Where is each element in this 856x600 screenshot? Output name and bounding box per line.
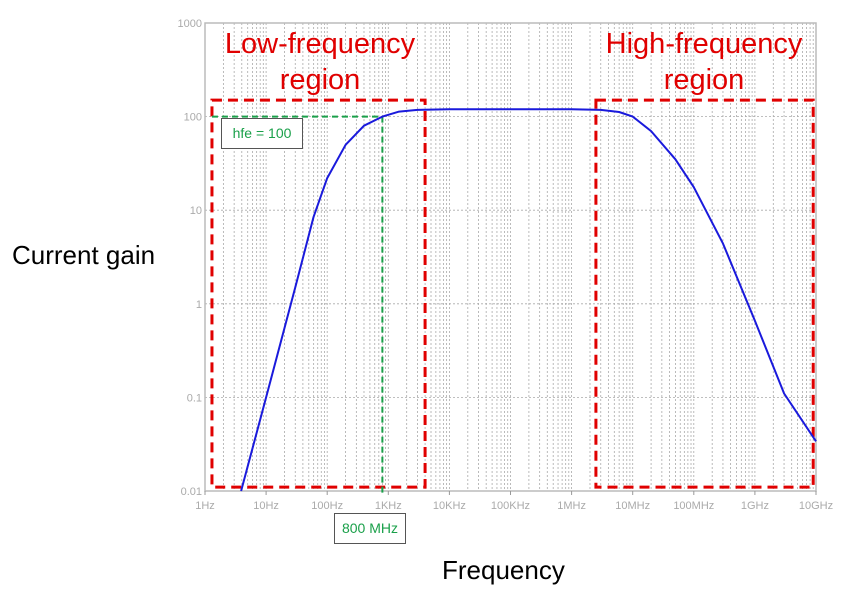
high-label-line1: High-frequency — [605, 28, 803, 60]
frequency-annotation: 800 MHz — [334, 513, 406, 544]
x-tick-label: 1KHz — [375, 500, 402, 512]
x-tick-label: 1GHz — [741, 500, 769, 512]
high-label-line2: region — [663, 64, 745, 96]
x-tick-label: 1MHz — [557, 500, 586, 512]
x-tick-label: 10Hz — [253, 500, 279, 512]
high-frequency-region-box — [594, 98, 815, 489]
x-tick-label: 10KHz — [433, 500, 466, 512]
gain-curve — [240, 108, 817, 492]
y-tick-label: 100 — [184, 112, 202, 124]
region-boxes — [210, 98, 815, 489]
x-tick-label: 1Hz — [195, 500, 215, 512]
low-label-line1: Low-frequency — [224, 28, 416, 60]
x-axis-label: Frequency — [442, 555, 565, 585]
low-label-line2: region — [279, 64, 361, 96]
y-tick-label: 0.1 — [187, 392, 202, 404]
grid — [205, 22, 816, 491]
marker-lines — [211, 115, 384, 494]
tick-labels: 1Hz 10Hz 100Hz 1KHz 10KHz 100KHz 1MHz 10MHz 100M… — [178, 18, 834, 512]
low-frequency-region-label: Low-frequency region — [212, 26, 428, 98]
x-tick-label: 100MHz — [673, 500, 714, 512]
hfe-annotation: hfe = 100 — [221, 118, 303, 149]
x-tick-label: 10MHz — [615, 500, 650, 512]
x-tick-label: 10GHz — [799, 500, 833, 512]
x-tick-label: 100Hz — [311, 500, 343, 512]
high-frequency-region-label: High-frequency region — [590, 26, 818, 98]
y-tick-label: 10 — [190, 205, 202, 217]
y-tick-label: 1 — [196, 299, 202, 311]
y-tick-label: 0.01 — [181, 486, 202, 498]
y-tick-label: 1000 — [178, 18, 202, 30]
low-frequency-region-box — [210, 98, 427, 489]
y-axis-label: Current gain — [12, 240, 156, 270]
x-tick-label: 100KHz — [491, 500, 530, 512]
